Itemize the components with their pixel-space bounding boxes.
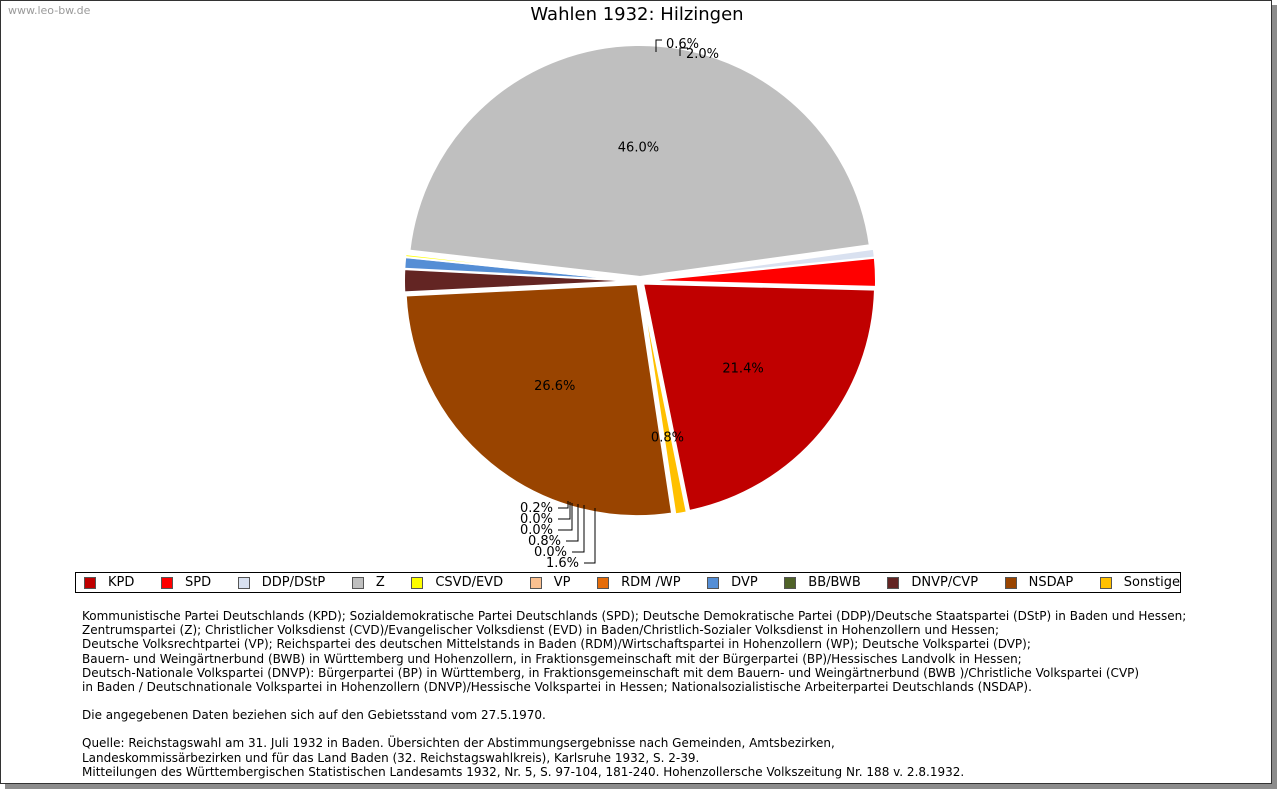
leader-line-spd — [679, 47, 688, 56]
slice-label-kpd: 21.4% — [722, 362, 763, 377]
pie-slice-sonstige — [639, 284, 688, 516]
slice-label-z: 46.0% — [618, 140, 659, 155]
legend-swatch — [597, 576, 610, 589]
territory-note: Die angegebenen Daten beziehen sich auf … — [82, 708, 546, 723]
legend-item-rdm-wp: RDM /WP — [597, 575, 681, 590]
pie-slice-kpd — [641, 282, 877, 513]
legend-item-spd: SPD — [161, 575, 211, 590]
legend-swatch — [351, 576, 364, 589]
source-line: Quelle: Reichstagswahl am 31. Juli 1932 … — [82, 736, 835, 751]
pie-chart: 21.4%0.8%26.6%1.6%0.0%0.8%0.0%0.0%0.2%46… — [403, 37, 877, 570]
slice-label-dvp: 0.8% — [528, 534, 561, 549]
legend-label: SPD — [185, 575, 212, 590]
abbreviation-line: Zentrumspartei (Z); Christlicher Volksdi… — [82, 623, 1000, 638]
leader-line-dvp — [566, 504, 579, 542]
legend-swatch — [161, 576, 173, 589]
legend-item-ddp-dstp: DDP/DStP — [237, 575, 326, 590]
slice-label-nsdap: 26.6% — [534, 379, 575, 394]
legend-item-kpd: KPD — [84, 575, 134, 590]
legend-label: VP — [553, 575, 571, 590]
source-line: Mitteilungen des Württembergischen Stati… — [82, 764, 965, 779]
legend-item-nsdap: NSDAP — [1004, 575, 1074, 590]
leader-line-vp — [558, 502, 571, 520]
abbreviation-notes: Kommunistische Partei Deutschlands (KPD)… — [82, 609, 1232, 694]
legend-label: Z — [375, 575, 385, 590]
abbreviation-line: Deutsch-Nationale Volkspartei (DNVP): Bü… — [82, 665, 1140, 680]
legend-label: RDM /WP — [621, 575, 681, 590]
abbreviation-line: in Baden / Deutschnationale Volkspartei … — [82, 680, 1032, 695]
leader-line-ddp-dstp — [655, 39, 662, 52]
legend: KPD SPD DDP/DStP Z CSVD/EVD VP RDM /WP DVP BB/BW… — [75, 572, 1181, 593]
legend-label: KPD — [108, 575, 135, 590]
leader-line-bb-bwb — [572, 505, 585, 553]
legend-label: Sonstige — [1123, 575, 1180, 590]
legend-item-csvd-evd: CSVD/EVD — [411, 575, 503, 590]
legend-item-bb-bwb: BB/BWB — [784, 575, 861, 590]
slice-label-rdm-wp: 0.0% — [520, 523, 553, 538]
legend-label: NSDAP — [1028, 575, 1074, 590]
legend-swatch — [707, 576, 720, 589]
legend-label: BB/BWB — [808, 575, 861, 590]
legend-label: DNVP/CVP — [911, 575, 979, 590]
pie-slice-z — [408, 44, 871, 279]
leader-line-dnvp-cvp — [584, 508, 596, 564]
slice-label-sonstige: 0.8% — [651, 430, 684, 445]
legend-swatch — [1099, 576, 1112, 589]
source-line: Landeskommissärbezirken und für das Land… — [82, 750, 700, 765]
abbreviation-line: Bauern- und Weingärtnerbund (BWB) in Wür… — [82, 651, 1022, 666]
legend-item-dvp: DVP — [707, 575, 758, 590]
slice-label-csvd-evd: 0.2% — [520, 501, 553, 516]
legend-label: CSVD/EVD — [435, 575, 504, 590]
legend-item-dnvp-cvp: DNVP/CVP — [887, 575, 978, 590]
legend-swatch — [1004, 576, 1017, 589]
slice-label-ddp-dstp: 0.6% — [666, 37, 699, 52]
slice-label-spd: 2.0% — [686, 47, 719, 62]
pie-slice-nsdap — [404, 283, 674, 518]
legend-swatch — [887, 576, 900, 589]
chart-title: Wahlen 1932: Hilzingen — [530, 4, 744, 25]
abbreviation-line: Deutsche Volksrechtpartei (VP); Reichspa… — [82, 637, 1031, 652]
notes: Kommunistische Partei Deutschlands (KPD)… — [82, 609, 1232, 779]
legend-swatch — [411, 576, 424, 589]
pie-slice-csvd-evd — [404, 253, 637, 282]
legend-item-vp: VP — [529, 575, 571, 590]
legend-swatch — [237, 576, 250, 589]
pie-slice-spd — [643, 256, 877, 288]
leader-line-rdm-wp — [558, 503, 573, 531]
leader-line-csvd-evd — [558, 501, 569, 509]
watermark: www.leo-bw.de — [8, 4, 91, 17]
source-notes: Quelle: Reichstagswahl am 31. Juli 1932 … — [82, 736, 1232, 779]
legend-label: DVP — [731, 575, 758, 590]
legend-item-z: Z — [351, 575, 385, 590]
slice-label-bb-bwb: 0.0% — [534, 545, 567, 560]
slice-label-vp: 0.0% — [520, 512, 553, 527]
legend-swatch — [529, 576, 542, 589]
legend-label: DDP/DStP — [261, 575, 326, 590]
legend-swatch — [784, 576, 797, 589]
slice-label-dnvp-cvp: 1.6% — [546, 556, 579, 570]
legend-item-sonstige: Sonstige — [1099, 575, 1180, 590]
abbreviation-line: Kommunistische Partei Deutschlands (KPD)… — [82, 609, 1187, 623]
legend-swatch — [84, 576, 96, 589]
